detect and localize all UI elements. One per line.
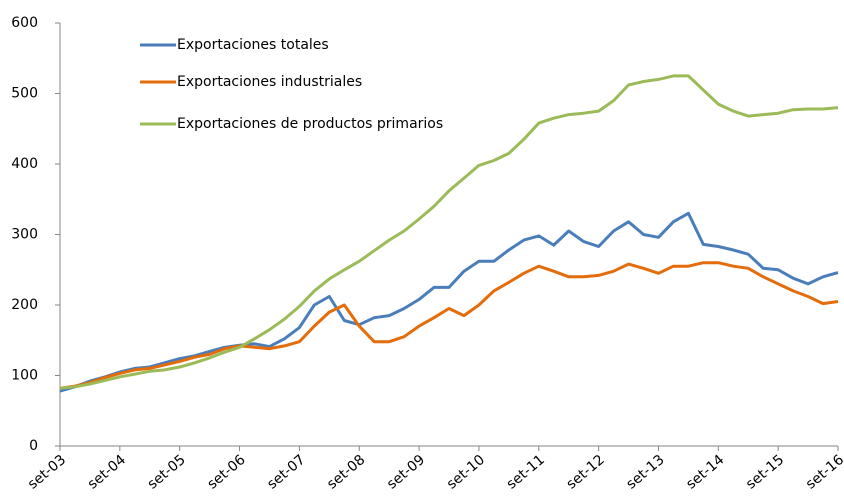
y-tick-label: 100 (11, 368, 38, 384)
y-tick-label: 200 (11, 297, 38, 313)
x-tick-label: set-05 (145, 452, 189, 493)
y-tick-label: 0 (29, 438, 38, 454)
x-tick-label: set-10 (444, 452, 488, 493)
y-tick-label: 600 (11, 15, 38, 31)
x-tick-label: set-16 (803, 452, 844, 493)
x-tick-label: set-11 (504, 452, 548, 493)
x-tick-label: set-14 (683, 452, 727, 493)
legend-label: Exportaciones totales (177, 37, 329, 53)
x-tick-label: set-15 (743, 452, 787, 493)
series-line (59, 261, 839, 390)
x-tick-label: set-08 (324, 452, 368, 493)
series-line (59, 74, 839, 390)
y-tick-label: 400 (11, 156, 38, 172)
legend-label: Exportaciones industriales (177, 74, 362, 90)
x-tick-label: set-04 (85, 452, 129, 493)
x-tick-label: set-12 (564, 452, 608, 493)
y-tick-label: 300 (11, 227, 38, 243)
x-tick-label: set-13 (623, 452, 667, 493)
x-tick-label: set-09 (384, 452, 428, 493)
series-line (59, 211, 839, 393)
x-tick-label: set-03 (25, 452, 69, 493)
legend-label: Exportaciones de productos primarios (177, 116, 443, 132)
y-tick-label: 500 (11, 86, 38, 102)
x-tick-label: set-06 (204, 452, 248, 493)
x-tick-label: set-07 (264, 452, 308, 493)
